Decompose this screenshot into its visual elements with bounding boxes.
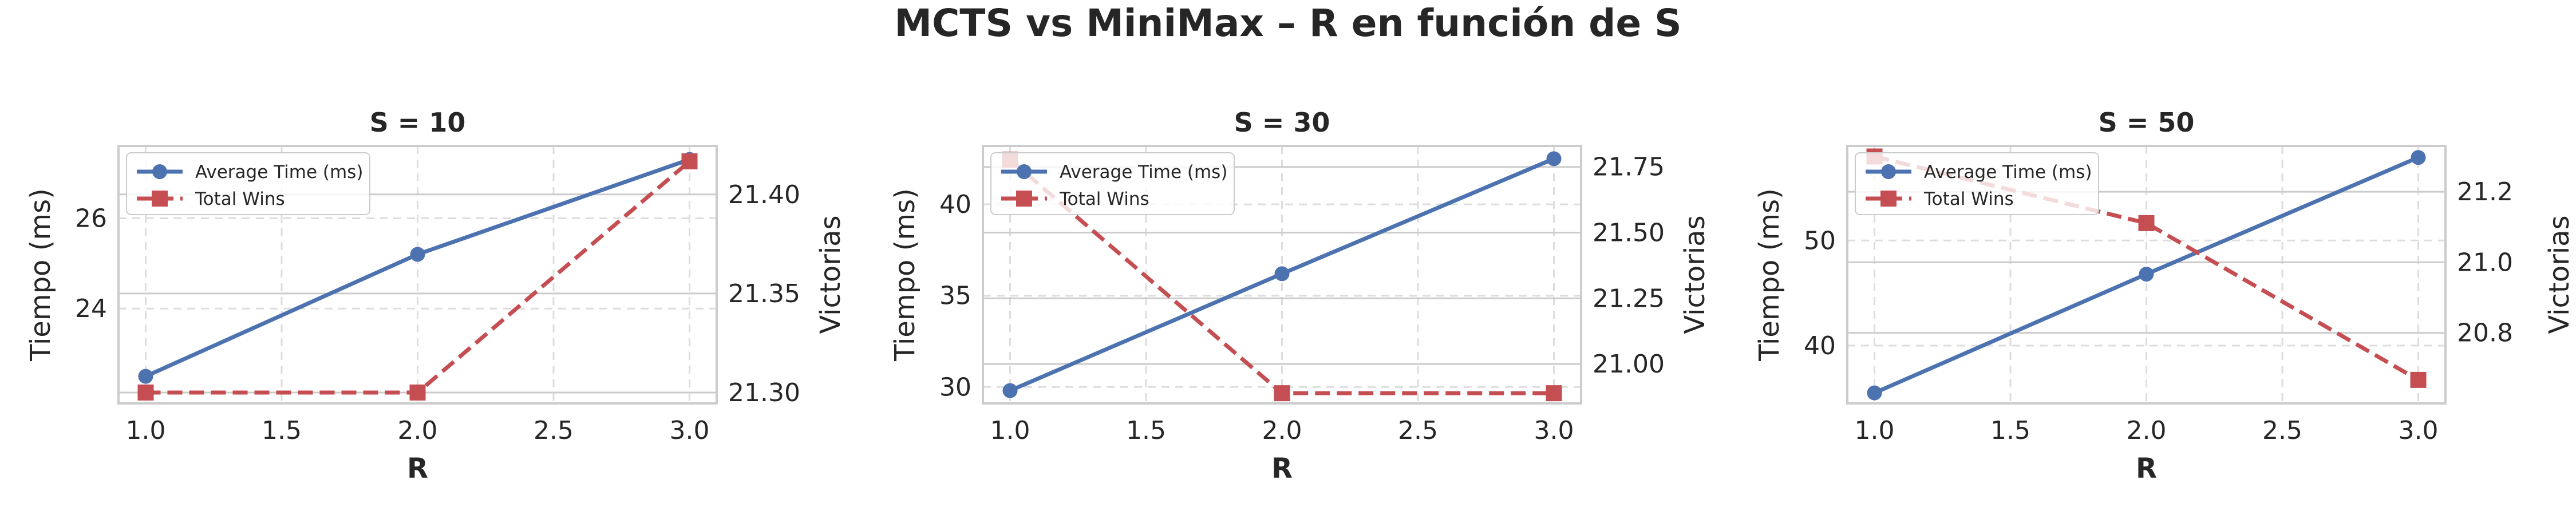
- subplot-title: S = 30: [1234, 107, 1330, 138]
- x-tick-label: 2.5: [534, 416, 574, 445]
- y-tick-label: 35: [939, 282, 971, 311]
- y-axis-label: Tiempo (ms): [889, 188, 921, 362]
- x-tick-label: 2.0: [398, 416, 438, 445]
- y2-tick-label: 21.30: [728, 378, 800, 407]
- legend-label-total-wins: Total Wins: [1923, 189, 2014, 209]
- legend: Average Time (ms) Total Wins: [126, 152, 370, 215]
- x-tick-label: 1.5: [262, 416, 302, 445]
- plot-frame: [1846, 145, 2447, 405]
- y-tick-label: 50: [1804, 226, 1836, 255]
- x-tick-label: 1.0: [990, 416, 1030, 445]
- legend-box: [990, 152, 1235, 215]
- legend-label-average-time: Average Time (ms): [1060, 162, 1227, 183]
- y-tick-label: 30: [939, 373, 971, 402]
- x-axis-label: R: [407, 453, 428, 485]
- legend-box: [1855, 152, 2099, 215]
- y2-tick-label: 21.25: [1593, 284, 1665, 313]
- data-point-average-time: [1867, 385, 1882, 401]
- legend-marker-total-wins: [1880, 191, 1897, 207]
- x-tick-label: 1.0: [126, 416, 166, 445]
- plot-frame: [982, 145, 1582, 405]
- x-tick-label: 2.5: [1398, 416, 1438, 445]
- x-axis-label: R: [2136, 453, 2157, 485]
- y-tick-label: 26: [75, 204, 107, 233]
- x-tick-label: 3.0: [670, 416, 710, 445]
- x-tick-label: 2.0: [1262, 416, 1302, 445]
- legend-label-total-wins: Total Wins: [1059, 189, 1149, 209]
- legend-marker-total-wins: [152, 191, 168, 207]
- data-point-total-wins: [2410, 371, 2427, 388]
- x-axis-label: R: [1271, 453, 1293, 485]
- legend-marker-total-wins: [1016, 191, 1032, 207]
- data-point-total-wins: [681, 153, 698, 169]
- subplot-title: S = 50: [2099, 107, 2195, 138]
- y2-tick-label: 21.2: [2457, 177, 2513, 207]
- y-tick-label: 40: [939, 190, 971, 219]
- y-axis-label: Tiempo (ms): [1753, 188, 1785, 362]
- subplot-1: 1.0 1.5 2.0 2.5 3.0 24 26 21.30 21.35 21.40 S = 10…: [25, 107, 847, 485]
- y2-tick-label: 21.35: [728, 279, 800, 308]
- data-point-average-time: [138, 369, 153, 384]
- legend-label-total-wins: Total Wins: [195, 189, 285, 209]
- data-point-total-wins: [409, 384, 426, 401]
- data-point-total-wins: [1274, 385, 1290, 402]
- y2-axis-label: Victorias: [815, 215, 847, 334]
- x-tick-label: 1.0: [1855, 416, 1895, 445]
- legend-label-average-time: Average Time (ms): [195, 162, 363, 183]
- y2-tick-label: 21.0: [2457, 248, 2513, 277]
- legend-marker-average-time: [152, 164, 167, 179]
- data-point-total-wins: [2138, 215, 2155, 231]
- data-point-average-time: [1274, 266, 1290, 282]
- y2-tick-label: 21.40: [728, 180, 800, 209]
- y2-axis-label: Victorias: [1679, 215, 1711, 334]
- legend-marker-average-time: [1017, 164, 1032, 179]
- y-tick-label: 40: [1804, 331, 1836, 360]
- subplot-3: 1.0 1.5 2.0 2.5 3.0 40 50 20.8 21.0 21.2 S = 50 R Ti…: [1753, 107, 2575, 485]
- y2-tick-label: 21.75: [1593, 153, 1665, 182]
- legend-marker-average-time: [1881, 164, 1896, 179]
- x-tick-label: 3.0: [1534, 416, 1574, 445]
- data-point-average-time: [1002, 383, 1018, 398]
- plot-frame: [117, 145, 718, 405]
- data-point-average-time: [410, 247, 425, 262]
- legend-box: [126, 152, 370, 215]
- subplot-title: S = 10: [370, 107, 466, 138]
- x-tick-label: 1.5: [1126, 416, 1166, 445]
- x-tick-label: 2.0: [2127, 416, 2167, 445]
- subplot-2: 1.0 1.5 2.0 2.5 3.0 30 35 40 21.00 21.25 21.50 21.7…: [889, 107, 1711, 485]
- data-point-average-time: [1546, 151, 1562, 167]
- y2-tick-label: 21.50: [1593, 219, 1665, 248]
- data-point-average-time: [2139, 267, 2154, 282]
- y-tick-label: 24: [75, 294, 107, 323]
- y2-tick-label: 21.00: [1593, 350, 1665, 379]
- x-tick-label: 1.5: [1990, 416, 2030, 445]
- legend: Average Time (ms) Total Wins: [1855, 152, 2099, 215]
- x-tick-label: 2.5: [2262, 416, 2302, 445]
- legend: Average Time (ms) Total Wins: [990, 152, 1235, 215]
- figure-title: MCTS vs MiniMax – R en función de S: [894, 1, 1682, 45]
- data-point-total-wins: [137, 384, 154, 401]
- y2-tick-label: 20.8: [2457, 319, 2513, 348]
- x-tick-label: 3.0: [2399, 416, 2439, 445]
- y-axis-label: Tiempo (ms): [25, 188, 57, 362]
- data-point-total-wins: [1546, 385, 1562, 402]
- data-point-average-time: [2411, 150, 2426, 165]
- legend-label-average-time: Average Time (ms): [1924, 162, 2092, 183]
- y2-axis-label: Victorias: [2543, 215, 2575, 334]
